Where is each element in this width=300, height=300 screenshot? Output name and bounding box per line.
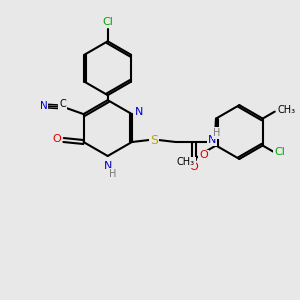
Text: Cl: Cl — [102, 17, 113, 27]
Text: CH₃: CH₃ — [177, 158, 195, 167]
Text: N: N — [40, 101, 47, 111]
Text: N: N — [208, 135, 216, 145]
Text: H: H — [109, 169, 116, 179]
Text: Cl: Cl — [274, 148, 285, 158]
Text: CH₃: CH₃ — [278, 105, 296, 115]
Text: N: N — [135, 107, 143, 117]
Text: S: S — [150, 134, 158, 146]
Text: N: N — [103, 161, 112, 171]
Text: H: H — [213, 128, 220, 138]
Text: O: O — [199, 151, 208, 160]
Text: C: C — [59, 99, 66, 109]
Text: O: O — [189, 162, 198, 172]
Text: O: O — [52, 134, 61, 144]
